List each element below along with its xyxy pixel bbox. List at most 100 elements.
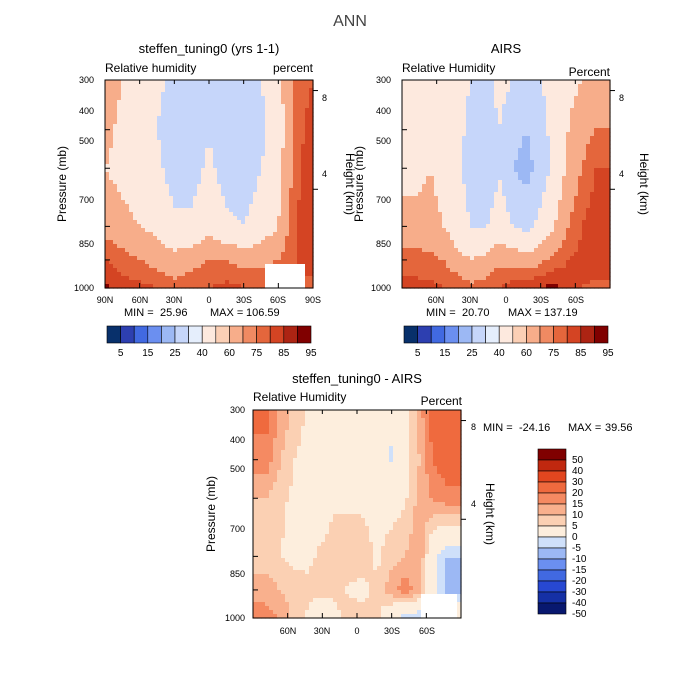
contour-cell <box>530 212 535 217</box>
contour-cell <box>598 208 603 213</box>
contour-cell <box>165 188 170 193</box>
contour-cell <box>217 216 222 221</box>
contour-cell <box>574 108 579 113</box>
contour-cell <box>281 228 286 233</box>
contour-cell <box>241 208 246 213</box>
contour-cell <box>534 136 539 141</box>
contour-cell <box>217 272 222 277</box>
contour-cell <box>261 156 266 161</box>
contour-cell <box>281 192 286 197</box>
contour-cell <box>522 92 527 97</box>
contour-cell <box>478 248 483 253</box>
contour-cell <box>249 192 254 197</box>
contour-cell <box>598 156 603 161</box>
contour-cell <box>121 280 126 285</box>
contour-cell <box>422 196 427 201</box>
contour-cell <box>237 120 242 125</box>
contour-cell <box>482 164 487 169</box>
contour-cell <box>161 112 166 117</box>
contour-cell <box>574 84 579 89</box>
contour-cell <box>558 100 563 105</box>
contour-cell <box>562 196 567 201</box>
contour-cell <box>233 204 238 209</box>
max-label: MAX = <box>210 307 243 319</box>
contour-cell <box>542 208 547 213</box>
contour-cell <box>169 248 174 253</box>
contour-cell <box>414 144 419 149</box>
contour-cell <box>177 220 182 225</box>
contour-cell <box>265 116 270 121</box>
contour-cell <box>510 88 515 93</box>
contour-cell <box>293 264 298 269</box>
contour-cell <box>249 216 254 221</box>
variable-label: Relative humidity <box>105 61 196 75</box>
contour-cell <box>177 212 182 217</box>
contour-cell <box>229 140 234 145</box>
contour-cell <box>410 84 415 89</box>
contour-cell <box>237 92 242 97</box>
contour-cell <box>470 236 475 241</box>
contour-cell <box>141 220 146 225</box>
contour-cell <box>229 132 234 137</box>
contour-cell <box>145 272 150 277</box>
contour-cell <box>213 84 218 89</box>
contour-cell <box>410 196 415 201</box>
contour-cell <box>546 212 551 217</box>
contour-cell <box>153 148 158 153</box>
contour-cell <box>185 136 190 141</box>
contour-cell <box>502 136 507 141</box>
contour-cell <box>197 124 202 129</box>
contour-cell <box>225 212 230 217</box>
contour-cell <box>594 156 599 161</box>
contour-cell <box>277 80 282 85</box>
contour-cell <box>506 228 511 233</box>
contour-cell <box>201 244 206 249</box>
contour-cell <box>542 192 547 197</box>
contour-cell <box>125 240 130 245</box>
contour-cell <box>598 96 603 101</box>
contour-cell <box>253 260 258 265</box>
contour-cell <box>273 176 278 181</box>
contour-cell <box>277 204 282 209</box>
contour-cell <box>137 224 142 229</box>
contour-cell <box>169 188 174 193</box>
contour-cell <box>574 220 579 225</box>
contour-cell <box>490 188 495 193</box>
contour-cell <box>265 280 270 285</box>
contour-cell <box>273 124 278 129</box>
contour-cell <box>594 112 599 117</box>
contour-cell <box>522 228 527 233</box>
contour-cell <box>594 120 599 125</box>
contour-cell <box>502 88 507 93</box>
contour-cell <box>145 172 150 177</box>
contour-cell <box>426 120 431 125</box>
contour-cell <box>173 100 178 105</box>
contour-cell <box>161 232 166 237</box>
contour-cell <box>414 100 419 105</box>
contour-cell <box>105 268 110 273</box>
contour-cell <box>442 104 447 109</box>
contour-cell <box>153 168 158 173</box>
contour-cell <box>502 200 507 205</box>
contour-cell <box>538 152 543 157</box>
contour-cell <box>590 244 595 249</box>
contour-cell <box>486 240 491 245</box>
contour-cell <box>297 80 302 85</box>
contour-cell <box>562 220 567 225</box>
contour-cell <box>566 100 571 105</box>
contour-cell <box>281 276 286 281</box>
contour-cell <box>534 232 539 237</box>
contour-cell <box>109 112 114 117</box>
contour-cell <box>454 180 459 185</box>
contour-cell <box>594 212 599 217</box>
contour-cell <box>273 236 278 241</box>
contour-cell <box>426 132 431 137</box>
contour-cell <box>261 216 266 221</box>
contour-cell <box>189 112 194 117</box>
contour-cell <box>141 88 146 93</box>
contour-cell <box>546 160 551 165</box>
contour-cell <box>550 220 555 225</box>
contour-cell <box>478 184 483 189</box>
contour-cell <box>273 264 278 269</box>
contour-cell <box>450 240 455 245</box>
